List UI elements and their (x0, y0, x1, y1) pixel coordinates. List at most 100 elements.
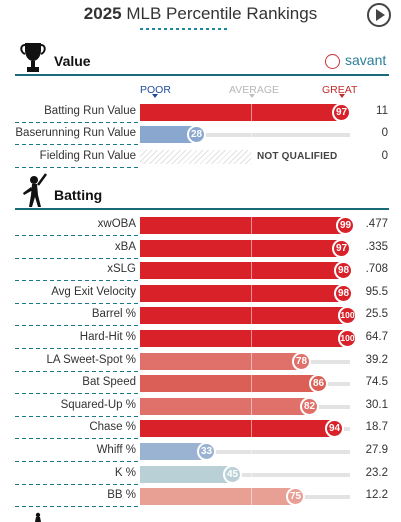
metric-value-xwoba: .477 (365, 218, 388, 230)
batter-icon (23, 173, 48, 207)
metric-value-whiff: 27.9 (365, 444, 388, 456)
row-divider (15, 461, 139, 462)
percentile-bar[interactable] (140, 330, 350, 347)
play-circle-icon[interactable] (376, 9, 385, 21)
percentile-circle[interactable]: 86 (309, 374, 328, 394)
percentile-bar[interactable] (140, 307, 350, 325)
average-midline (251, 488, 252, 506)
metric-label-barrel[interactable]: Barrel % (91, 308, 136, 321)
savant-logo[interactable]: savant (345, 52, 387, 68)
section-divider-batting (15, 208, 389, 210)
metric-label-bb[interactable]: BB % (107, 489, 136, 502)
row-divider (15, 144, 139, 145)
percentile-bar[interactable] (140, 239, 344, 257)
scale-great-label: GREAT (322, 84, 358, 96)
row-divider (15, 122, 139, 123)
percentile-circle[interactable]: 82 (300, 396, 319, 416)
percentile-circle[interactable]: 98 (334, 261, 353, 281)
metric-label-fielding-run-value[interactable]: Fielding Run Value (39, 150, 136, 162)
percentile-circle[interactable]: 100 (338, 306, 357, 326)
not-qualified-label: NOT QUALIFIED (257, 151, 338, 162)
row-divider (15, 506, 139, 508)
metric-label-k[interactable]: K % (114, 466, 136, 479)
metric-label-baserunning-run-value[interactable]: Baserunning Run Value (15, 127, 136, 139)
percentile-circle[interactable]: 78 (292, 351, 311, 371)
metric-label-chase[interactable]: Chase % (89, 421, 136, 434)
scale-poor-label: POOR (140, 84, 171, 96)
percentile-bar[interactable] (140, 126, 199, 143)
scale-great-marker (339, 94, 345, 98)
percentile-circle[interactable]: 98 (334, 283, 353, 303)
average-midline (251, 352, 252, 370)
row-divider (15, 370, 139, 372)
average-midline (251, 375, 252, 393)
metric-value-squared-up: 30.1 (365, 398, 388, 411)
metric-value-k: 23.2 (365, 466, 388, 479)
metric-label-avg-exit-velocity[interactable]: Avg Exit Velocity (51, 285, 136, 298)
metric-value-bat-speed: 74.5 (365, 376, 388, 389)
title-year: 2025 (83, 4, 122, 23)
percentile-bar[interactable] (140, 262, 346, 280)
metric-label-xwoba[interactable]: xwOBA (97, 218, 136, 230)
percentile-bar[interactable] (140, 397, 312, 415)
percentile-circle[interactable]: 100 (338, 329, 357, 348)
percentile-circle[interactable]: 97 (332, 103, 351, 122)
percentile-circle[interactable]: 94 (325, 419, 344, 439)
percentile-bar[interactable] (140, 488, 298, 506)
percentile-track (140, 450, 350, 454)
average-midline (251, 126, 252, 143)
row-divider (15, 325, 139, 327)
percentile-circle[interactable]: 28 (187, 125, 206, 144)
metric-label-hard-hit[interactable]: Hard-Hit % (79, 331, 136, 343)
metric-value-xslg: .708 (365, 263, 388, 276)
metric-label-squared-up[interactable]: Squared-Up % (60, 398, 136, 411)
section-title-batting: Batting (54, 187, 103, 203)
not-qualified-hatch (140, 150, 252, 164)
percentile-bar[interactable] (140, 465, 235, 483)
scale-average-marker (249, 94, 255, 98)
metric-value-fielding-run-value: 0 (381, 150, 388, 162)
row-divider (15, 280, 139, 282)
trophy-icon (20, 43, 46, 72)
percentile-bar[interactable] (140, 284, 346, 302)
percentile-bar[interactable] (140, 104, 344, 121)
average-midline (251, 443, 252, 460)
metric-label-xba[interactable]: xBA (114, 240, 136, 253)
scale-poor-marker (152, 94, 158, 98)
percentile-circle[interactable]: 75 (286, 487, 305, 507)
average-midline (251, 149, 252, 166)
page-title: 2025 MLB Percentile Rankings (0, 4, 401, 24)
percentile-bar[interactable] (140, 420, 337, 438)
average-midline (251, 420, 252, 438)
percentile-bar[interactable] (140, 352, 304, 370)
percentile-circle[interactable]: 45 (223, 464, 242, 484)
percentile-circle[interactable]: 99 (336, 216, 355, 235)
metric-value-baserunning-run-value: 0 (381, 127, 388, 139)
metric-label-bat-speed[interactable]: Bat Speed (82, 376, 136, 389)
row-divider (15, 167, 139, 168)
average-midline (251, 465, 252, 483)
play-button[interactable] (367, 3, 391, 27)
row-divider (15, 393, 139, 395)
percentile-circle[interactable]: 33 (197, 442, 216, 461)
metric-value-avg-exit-velocity: 95.5 (365, 285, 388, 298)
percentile-bar[interactable] (140, 443, 209, 460)
metric-label-xslg[interactable]: xSLG (107, 263, 136, 276)
metric-label-whiff[interactable]: Whiff % (96, 444, 136, 456)
average-midline (251, 307, 252, 325)
metric-label-la-sweet-spot[interactable]: LA Sweet-Spot % (46, 353, 137, 366)
row-divider (15, 483, 139, 485)
section-divider-value (15, 74, 389, 76)
percentile-bar[interactable] (140, 375, 321, 393)
row-divider (15, 302, 139, 304)
baseball-icon (325, 54, 340, 69)
percentile-track (140, 133, 350, 137)
metric-label-batting-run-value[interactable]: Batting Run Value (44, 105, 136, 117)
small-batter-icon (35, 512, 41, 522)
percentile-circle[interactable]: 97 (332, 238, 351, 258)
average-midline (251, 262, 252, 280)
percentile-bar[interactable] (140, 217, 348, 234)
average-midline (251, 104, 252, 121)
average-midline (251, 217, 252, 234)
average-midline (251, 330, 252, 347)
